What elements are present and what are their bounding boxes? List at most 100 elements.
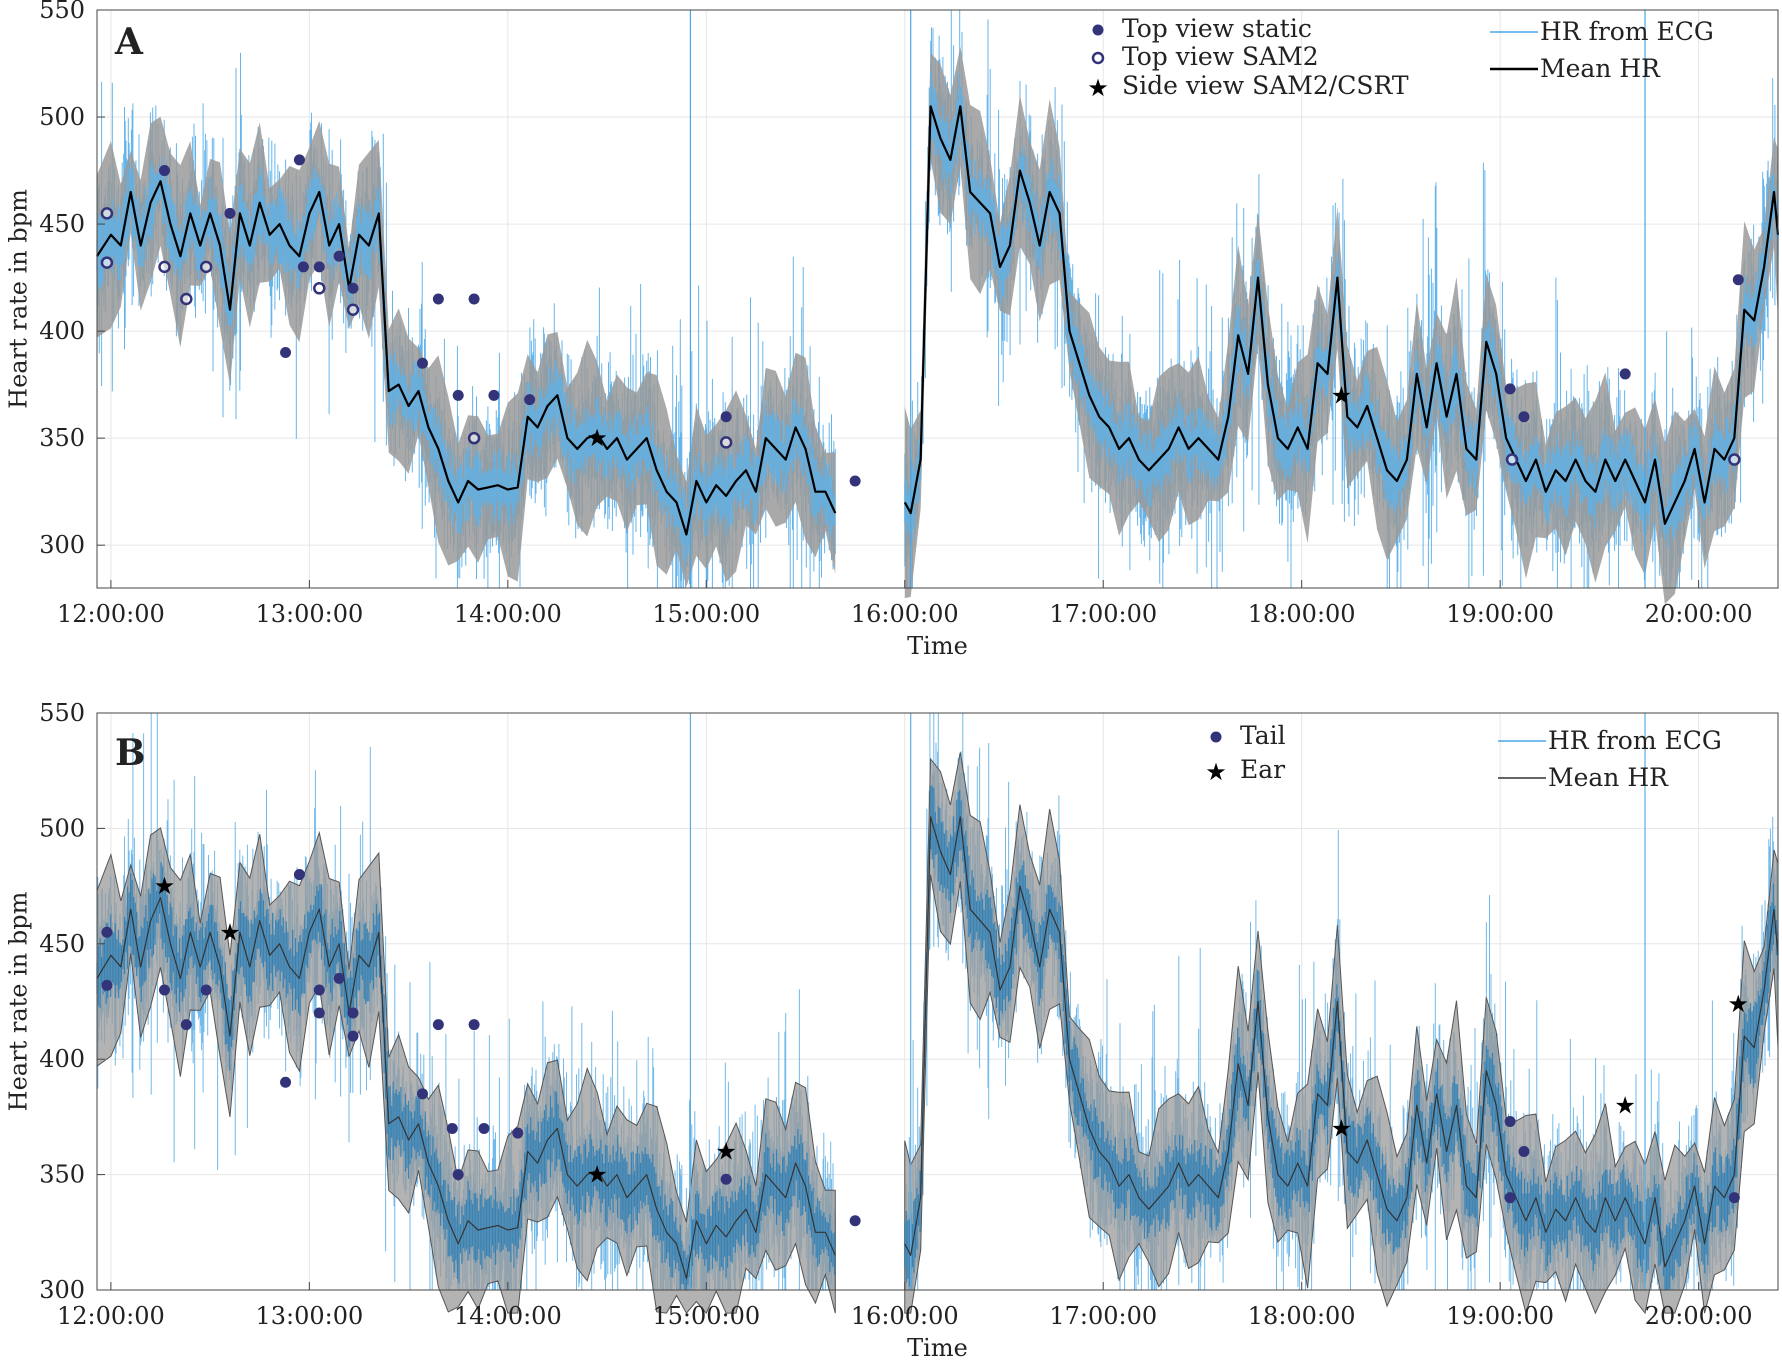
y-tick-label-2: 400 xyxy=(39,1045,85,1073)
y-tick-label-3: 450 xyxy=(39,930,85,958)
top-view-static-point xyxy=(468,293,480,305)
x-tick-label-0: 12:00:00 xyxy=(57,1302,165,1330)
x-tick-label-8: 20:00:00 xyxy=(1645,600,1753,628)
x-tick-label-5: 17:00:00 xyxy=(1049,1302,1157,1330)
y-tick-label-1: 350 xyxy=(39,424,85,452)
panel-a-y-axis-label: Heart rate in bpm xyxy=(4,189,32,409)
top-view-static-point xyxy=(333,250,345,262)
x-tick-label-7: 19:00:00 xyxy=(1446,600,1554,628)
x-tick-label-1: 13:00:00 xyxy=(255,1302,363,1330)
x-tick-label-7: 19:00:00 xyxy=(1446,1302,1554,1330)
panel-a-legend: Top view static Top view SAM2 ★ Side vie… xyxy=(1087,14,1714,102)
x-tick-label-3: 15:00:00 xyxy=(652,1302,760,1330)
tail-point xyxy=(101,926,113,938)
panel-a-mean-line xyxy=(96,105,1780,536)
x-tick-label-4: 16:00:00 xyxy=(851,600,959,628)
panel-b-y-axis-label: Heart rate in bpm xyxy=(4,891,32,1111)
tail-point xyxy=(293,869,305,881)
top-view-static-point xyxy=(158,165,170,177)
top-view-static-point xyxy=(313,261,325,273)
ear-point: ★ xyxy=(1728,990,1750,1018)
tail-point xyxy=(101,979,113,991)
tail-point xyxy=(347,1030,359,1042)
x-tick-label-5: 17:00:00 xyxy=(1049,600,1157,628)
tail-point xyxy=(432,1019,444,1031)
legend-label-side-view: Side view SAM2/CSRT xyxy=(1122,71,1409,100)
ear-point: ★ xyxy=(1331,1114,1353,1142)
top-view-sam2-point xyxy=(467,431,481,445)
top-view-sam2-point xyxy=(1505,453,1519,466)
top-view-static-point xyxy=(849,475,861,487)
top-view-static-point xyxy=(1619,368,1631,380)
tail-point xyxy=(446,1122,458,1134)
legend-label-mean-hr-b: Mean HR xyxy=(1548,763,1669,792)
top-view-sam2-point xyxy=(719,436,733,449)
x-tick-label-1: 13:00:00 xyxy=(255,600,363,628)
top-view-sam2-point xyxy=(199,260,213,274)
top-view-sam2-point xyxy=(158,260,171,274)
top-view-sam2-point xyxy=(100,207,114,220)
top-view-static-point xyxy=(280,347,292,359)
x-tick-label-3: 15:00:00 xyxy=(652,600,760,628)
y-tick-label-0: 300 xyxy=(39,531,85,559)
top-view-static-point xyxy=(347,282,359,294)
tail-point xyxy=(478,1122,490,1134)
panel-a-ticks: 12:00:00 13:00:00 14:00:00 15:00:00 16:00:00… xyxy=(39,0,1752,628)
top-view-static-point xyxy=(224,207,236,219)
mean-hr-line-1 xyxy=(904,816,1779,1268)
tail-point xyxy=(347,1007,359,1019)
side-view-point: ★ xyxy=(1331,381,1353,409)
tail-point xyxy=(1504,1116,1516,1128)
tail-point xyxy=(468,1019,480,1031)
panel-a-frame xyxy=(96,9,1779,589)
legend-marker-top-view-sam2 xyxy=(1091,51,1105,65)
top-view-static-point xyxy=(293,154,305,166)
tail-point xyxy=(158,984,170,996)
tail-point xyxy=(280,1076,292,1088)
panel-a-markers: ★★ xyxy=(100,154,1744,487)
ear-point: ★ xyxy=(1614,1091,1636,1119)
mean-hr-line-1 xyxy=(903,105,1780,525)
legend-marker-tail xyxy=(1210,731,1222,743)
top-view-static-point xyxy=(1504,383,1516,395)
top-view-static-point xyxy=(1732,274,1744,286)
y-tick-label-3: 450 xyxy=(39,210,85,238)
y-tick-label-5: 550 xyxy=(39,699,85,727)
top-view-sam2-point xyxy=(100,256,114,269)
legend-label-top-view-static: Top view static xyxy=(1122,14,1312,43)
ear-point: ★ xyxy=(715,1138,737,1166)
y-tick-label-2: 400 xyxy=(39,317,85,345)
top-view-static-point xyxy=(488,389,500,401)
legend-label-tail: Tail xyxy=(1240,721,1286,750)
ear-point: ★ xyxy=(586,1161,608,1189)
y-tick-label-0: 300 xyxy=(39,1276,85,1304)
legend-label-hr-ecg-b: HR from ECG xyxy=(1548,726,1722,755)
legend-label-mean-hr: Mean HR xyxy=(1540,54,1661,83)
legend-label-ear: Ear xyxy=(1240,755,1285,784)
tail-point xyxy=(849,1215,861,1227)
y-tick-label-1: 350 xyxy=(39,1161,85,1189)
tail-point xyxy=(720,1173,732,1185)
legend-marker-top-view-static xyxy=(1092,24,1104,36)
top-view-sam2-point xyxy=(1728,453,1741,466)
x-tick-label-8: 20:00:00 xyxy=(1645,1302,1753,1330)
legend-marker-side-view: ★ xyxy=(1087,74,1109,102)
y-tick-label-4: 500 xyxy=(39,103,85,131)
tail-point xyxy=(452,1169,464,1181)
top-view-sam2-point xyxy=(313,282,326,295)
top-view-sam2-point xyxy=(180,292,193,306)
top-view-sam2-point xyxy=(346,303,360,316)
panel-a: ★★ 12:00:00 13:00:00 14:00:00 15:00:00 16:00… xyxy=(4,0,1780,660)
legend-marker-ear: ★ xyxy=(1205,758,1227,786)
ear-point: ★ xyxy=(219,918,241,946)
mean-hr-line-0 xyxy=(96,180,837,536)
x-tick-label-6: 18:00:00 xyxy=(1248,1302,1356,1330)
x-tick-label-6: 18:00:00 xyxy=(1248,600,1356,628)
top-view-static-point xyxy=(416,357,428,369)
panel-b-markers: ★ ★ ★ ★ ★ ★ ★ xyxy=(101,869,1750,1227)
tail-point xyxy=(313,1007,325,1019)
panel-b-legend: Tail ★ Ear HR from ECG Mean HR xyxy=(1205,721,1722,792)
tail-point xyxy=(313,984,325,996)
tail-point xyxy=(333,972,345,984)
